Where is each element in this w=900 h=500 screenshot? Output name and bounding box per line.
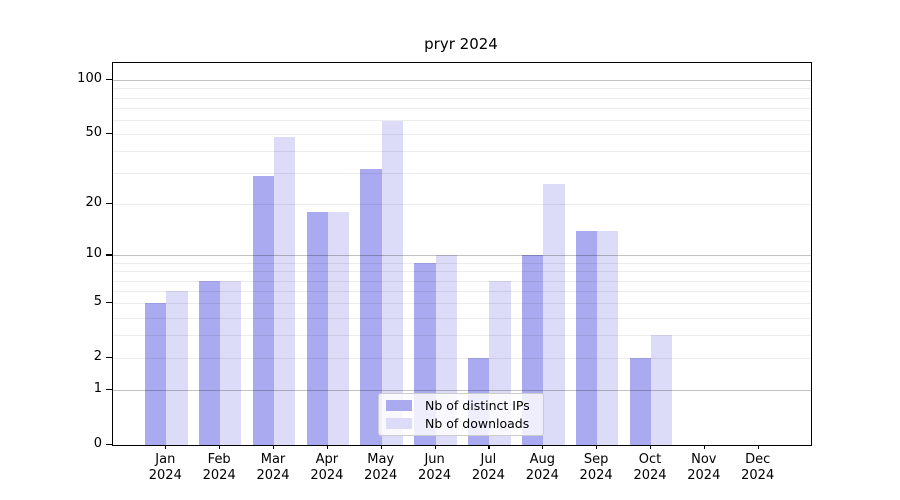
gridline-9 — [113, 262, 811, 264]
x-tick-jan — [165, 445, 167, 449]
x-tick-label-dec: Dec 2024 — [741, 452, 775, 483]
gridline-10 — [113, 255, 811, 257]
legend-entry-distinct-ips: Nb of distinct IPs — [386, 398, 536, 413]
x-tick-label-jun: Jun 2024 — [418, 452, 452, 483]
x-tick-jul — [488, 445, 490, 449]
y-tick-label-1: 1 — [93, 381, 102, 397]
gridline-60 — [113, 119, 811, 121]
x-tick-label-apr: Apr 2024 — [310, 452, 344, 483]
x-tick-may — [380, 445, 382, 449]
legend-entry-downloads: Nb of downloads — [386, 416, 536, 431]
gridline-6 — [113, 291, 811, 293]
gridline-1 — [113, 390, 811, 392]
x-tick-jun — [434, 445, 436, 449]
gridline-90 — [113, 88, 811, 90]
gridline-4 — [113, 317, 811, 319]
bar-distinct-ips-may — [360, 168, 382, 445]
bar-distinct-ips-sep — [575, 230, 598, 445]
y-tick-label-100: 100 — [77, 71, 102, 86]
bar-downloads-aug — [543, 184, 565, 445]
y-tick-100 — [106, 79, 112, 81]
x-tick-oct — [650, 445, 652, 449]
y-tick-label-20: 20 — [85, 195, 102, 211]
gridline-50 — [113, 134, 811, 136]
y-tick-2 — [106, 357, 112, 359]
x-tick-label-jan: Jan 2024 — [148, 452, 182, 483]
x-tick-label-may: May 2024 — [364, 452, 398, 483]
gridline-70 — [113, 107, 811, 109]
legend-swatch-distinct-ips — [386, 400, 412, 411]
x-tick-mar — [273, 445, 275, 449]
x-tick-label-feb: Feb 2024 — [202, 452, 236, 483]
y-tick-50 — [106, 133, 112, 135]
gridline-100 — [113, 80, 811, 81]
x-tick-label-oct: Oct 2024 — [633, 452, 667, 483]
x-tick-sep — [596, 445, 598, 449]
gridline-3 — [113, 335, 811, 337]
y-tick-label-2: 2 — [93, 349, 102, 365]
bar-downloads-apr — [327, 212, 350, 445]
legend: Nb of distinct IPs Nb of downloads — [378, 393, 544, 436]
legend-swatch-downloads — [386, 418, 412, 429]
x-tick-label-aug: Aug 2024 — [525, 452, 559, 483]
bar-distinct-ips-jan — [145, 303, 167, 445]
x-tick-apr — [326, 445, 329, 449]
y-tick-20 — [106, 203, 112, 205]
gridline-80 — [113, 97, 811, 99]
bar-distinct-ips-oct — [629, 358, 651, 445]
gridline-40 — [113, 151, 811, 153]
bar-distinct-ips-feb — [198, 280, 221, 445]
legend-label-distinct-ips: Nb of distinct IPs — [425, 398, 530, 413]
x-tick-aug — [542, 445, 544, 449]
y-tick-label-10: 10 — [85, 246, 102, 262]
gridline-8 — [113, 271, 811, 273]
bar-downloads-mar — [274, 137, 296, 445]
bar-distinct-ips-apr — [306, 212, 328, 445]
bar-downloads-may — [381, 121, 403, 445]
bar-downloads-sep — [597, 230, 619, 445]
y-tick-0 — [106, 444, 112, 446]
bar-distinct-ips-mar — [252, 176, 274, 445]
legend-label-downloads: Nb of downloads — [425, 416, 530, 431]
x-tick-label-nov: Nov 2024 — [687, 452, 721, 483]
bar-downloads-oct — [651, 335, 673, 445]
y-tick-label-50: 50 — [85, 125, 102, 141]
chart-title: pryr 2024 — [424, 35, 498, 53]
x-tick-nov — [703, 445, 705, 449]
x-tick-label-mar: Mar 2024 — [256, 452, 290, 483]
y-tick-label-5: 5 — [93, 294, 102, 310]
y-tick-label-0: 0 — [93, 436, 102, 451]
gridline-5 — [113, 303, 811, 305]
x-tick-label-sep: Sep 2024 — [579, 452, 613, 483]
y-tick-1 — [106, 389, 112, 391]
y-tick-10 — [106, 254, 112, 256]
plot-area: Nb of distinct IPs Nb of downloads — [112, 62, 812, 446]
gridline-2 — [113, 358, 811, 360]
bar-downloads-feb — [220, 280, 242, 445]
gridline-20 — [113, 204, 811, 206]
x-tick-dec — [757, 445, 759, 449]
x-tick-label-jul: Jul 2024 — [471, 452, 505, 483]
x-tick-feb — [219, 445, 221, 449]
gridline-7 — [113, 280, 811, 282]
gridline-30 — [113, 173, 811, 175]
bar-downloads-jan — [166, 291, 188, 445]
y-tick-5 — [106, 302, 112, 304]
